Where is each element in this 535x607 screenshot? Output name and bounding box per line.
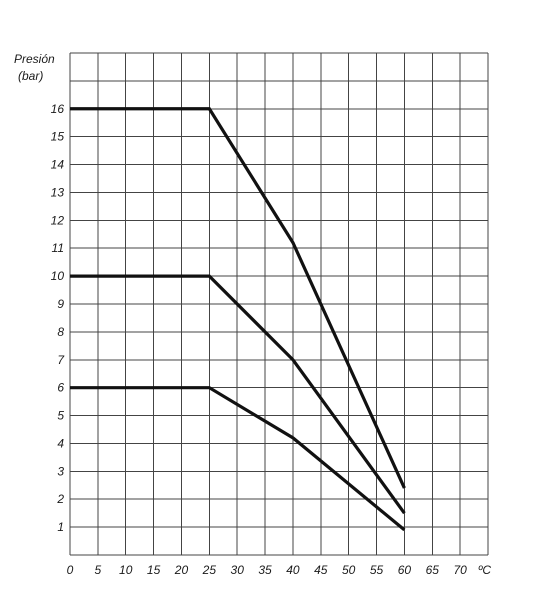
y-tick-label: 10 — [51, 269, 65, 283]
y-tick-label: 8 — [57, 325, 64, 339]
x-tick-label: 70 — [453, 563, 467, 577]
x-axis-unit-label: ºC — [478, 563, 491, 577]
series-line-3 — [70, 386, 406, 532]
series-line-2 — [70, 274, 406, 515]
series-line-1 — [70, 107, 406, 489]
y-tick-label: 11 — [52, 241, 64, 255]
series-lines — [70, 107, 406, 532]
x-tick-label: 20 — [174, 563, 189, 577]
grid — [69, 52, 489, 556]
x-tick-label: 25 — [202, 563, 217, 577]
x-tick-label: 15 — [147, 563, 161, 577]
x-tick-label: 0 — [67, 563, 74, 577]
y-tick-label: 1 — [57, 520, 64, 534]
y-tick-label: 13 — [51, 185, 65, 199]
y-tick-label: 12 — [51, 213, 65, 227]
y-tick-label: 7 — [57, 353, 65, 367]
x-tick-label: 60 — [398, 563, 412, 577]
y-axis-label-line1: Presión — [14, 52, 55, 66]
x-tick-label: 55 — [370, 563, 384, 577]
y-tick-label: 14 — [51, 158, 65, 172]
y-tick-label: 9 — [57, 297, 64, 311]
x-tick-label: 35 — [258, 563, 272, 577]
x-tick-label: 50 — [342, 563, 356, 577]
y-tick-label: 5 — [57, 409, 64, 423]
x-tick-label: 10 — [119, 563, 133, 577]
y-tick-label: 16 — [51, 102, 65, 116]
x-tick-label: 65 — [426, 563, 440, 577]
y-tick-label: 3 — [57, 464, 64, 478]
x-tick-label: 5 — [95, 563, 102, 577]
x-tick-labels: 0 5 10 15 20 25 30 35 40 45 50 55 60 65 70 — [67, 563, 467, 577]
x-tick-label: 30 — [231, 563, 245, 577]
x-tick-label: 40 — [286, 563, 300, 577]
y-tick-label: 6 — [57, 381, 64, 395]
x-tick-label: 45 — [314, 563, 328, 577]
y-tick-label: 4 — [57, 436, 64, 450]
y-tick-label: 2 — [56, 492, 64, 506]
y-tick-label: 15 — [51, 130, 65, 144]
y-axis-label-line2: (bar) — [18, 69, 43, 83]
